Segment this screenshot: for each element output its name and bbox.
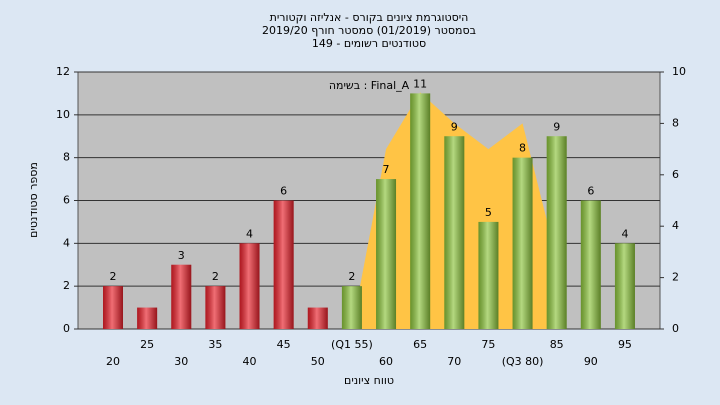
- y-tick-label: 0: [63, 322, 70, 335]
- y2-tick-label: 0: [672, 322, 679, 335]
- x-tick-label: 60: [379, 355, 393, 368]
- x-tick-label: 75: [481, 338, 495, 351]
- y-tick-label: 8: [63, 151, 70, 164]
- data-label: 2: [348, 270, 355, 283]
- bar-shade: [307, 307, 328, 329]
- y2-tick-label: 8: [672, 116, 679, 129]
- x-tick-label: 45: [277, 338, 291, 351]
- chart-subtitle: סטודנטים רשומים - 149: [312, 37, 426, 50]
- bar-shade: [444, 136, 465, 329]
- x-tick-label: 35: [208, 338, 222, 351]
- x-tick-label: 85: [550, 338, 564, 351]
- bar-shade: [103, 286, 123, 329]
- x-tick-label: 70: [447, 355, 461, 368]
- x-tick-label: 65: [413, 338, 427, 351]
- y-tick-label: 4: [63, 236, 70, 249]
- bar-shade: [376, 179, 397, 329]
- y2-tick-label: 6: [672, 168, 679, 181]
- y2-tick-label: 4: [672, 219, 679, 232]
- data-label: 6: [280, 185, 287, 198]
- x-tick-label: (Q1 55): [331, 338, 373, 351]
- data-label: 2: [212, 270, 219, 283]
- bar-shade: [546, 136, 567, 329]
- data-label: 11: [413, 77, 427, 90]
- x-tick-label: 20: [106, 355, 120, 368]
- y-axis-label: מספר סטודנטים: [27, 162, 40, 238]
- bar-shade: [512, 157, 533, 329]
- x-tick-label: 30: [174, 355, 188, 368]
- y2-tick-label: 2: [672, 271, 679, 284]
- data-label: 6: [587, 185, 594, 198]
- x-tick-label: 40: [243, 355, 257, 368]
- data-label: 9: [451, 120, 458, 133]
- data-label: 8: [519, 142, 526, 155]
- x-axis-label: טווח ציונים: [344, 374, 394, 387]
- bar-shade: [341, 286, 362, 329]
- data-label: 3: [178, 249, 185, 262]
- x-tick-label: 90: [584, 355, 598, 368]
- y-tick-label: 2: [63, 279, 70, 292]
- bar-shade: [239, 243, 260, 329]
- bar-shade: [205, 286, 226, 329]
- data-label: 9: [553, 120, 560, 133]
- chart-subtitle: בסמסטר (01/2019) סמסטר חורף 2019/20: [262, 24, 476, 37]
- x-tick-label: 95: [618, 338, 632, 351]
- y-tick-label: 6: [63, 194, 70, 207]
- bar-shade: [171, 264, 192, 329]
- x-tick-label: (Q3 80): [502, 355, 544, 368]
- y2-tick-label: 10: [672, 65, 686, 78]
- bar-shade: [137, 307, 158, 329]
- data-label: 7: [383, 163, 390, 176]
- x-tick-label: 25: [140, 338, 154, 351]
- bar-shade: [478, 221, 499, 329]
- y-tick-label: 12: [56, 65, 70, 78]
- data-label: 5: [485, 206, 492, 219]
- bar-shade: [580, 200, 601, 329]
- annotation: בשימה : Final_A: [329, 79, 410, 92]
- data-label: 2: [110, 270, 117, 283]
- bar-shade: [410, 93, 431, 330]
- bar-shade: [273, 200, 294, 329]
- y-tick-label: 10: [56, 108, 70, 121]
- data-label: 4: [621, 227, 628, 240]
- bar-shade: [614, 243, 635, 329]
- x-tick-label: 50: [311, 355, 325, 368]
- chart-title: היסטוגרמת ציונים בקורס - אנליזה וקטורית: [270, 11, 469, 24]
- data-label: 4: [246, 227, 253, 240]
